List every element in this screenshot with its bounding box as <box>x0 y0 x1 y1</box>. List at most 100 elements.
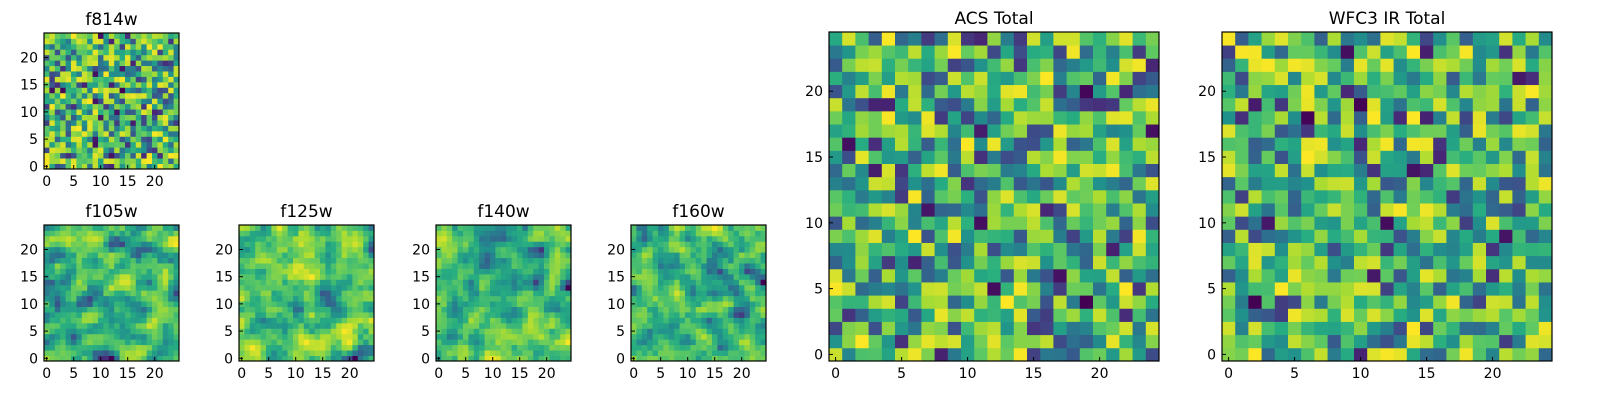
heatmap-cell <box>108 295 115 302</box>
heatmap-cell <box>1486 334 1500 349</box>
heatmap-cell <box>152 65 158 72</box>
heatmap-cell <box>325 225 332 231</box>
heatmap-cell <box>76 109 83 115</box>
heatmap-cell <box>755 284 761 291</box>
heatmap-cell <box>152 279 158 286</box>
heatmap-cell <box>1053 176 1067 191</box>
heatmap-cell <box>544 257 550 264</box>
heatmap-cell <box>881 97 896 112</box>
heatmap-cell <box>446 328 453 335</box>
heatmap-cell <box>484 252 491 259</box>
heatmap-cell <box>125 295 131 302</box>
panel-f125w: f125w 0 5 10 15 20 0 5 10 15 20 <box>215 202 375 382</box>
heatmap-cell <box>49 225 56 231</box>
heatmap-cell <box>842 71 856 86</box>
heatmap-cell <box>829 189 843 204</box>
heatmap-cell <box>668 263 675 269</box>
heatmap-cell <box>119 241 126 248</box>
heatmap-cell <box>739 279 745 286</box>
heatmap-cell <box>1222 308 1236 322</box>
heatmap-cell <box>674 279 680 286</box>
heatmap-cell <box>457 268 464 275</box>
heatmap-cell <box>760 284 767 291</box>
heatmap-cell <box>668 257 675 264</box>
heatmap-cell <box>125 344 131 351</box>
heatmap-cell <box>1145 189 1160 204</box>
heatmap-cell <box>125 33 131 39</box>
heatmap-cell <box>309 339 315 346</box>
heatmap-cell <box>135 317 142 324</box>
heatmap-cell <box>446 312 453 318</box>
heatmap-cell <box>65 76 72 83</box>
heatmap-cell <box>98 54 104 61</box>
heatmap-cell <box>652 350 659 356</box>
heatmap-cell <box>446 235 453 242</box>
heatmap-cell <box>87 317 93 324</box>
x-tick-label: 20 <box>341 366 359 382</box>
heatmap-cell <box>855 255 869 270</box>
heatmap-cell <box>636 328 643 335</box>
heatmap-cell <box>658 225 664 231</box>
heatmap-cell <box>560 333 566 340</box>
heatmap-cell <box>658 279 664 286</box>
heatmap-cell <box>760 328 767 335</box>
heatmap-cell <box>522 268 529 275</box>
heatmap-cell <box>722 344 729 351</box>
heatmap-cell <box>76 279 83 286</box>
heatmap-cell <box>287 290 294 297</box>
heatmap-cell <box>685 257 691 264</box>
heatmap-cell <box>1248 150 1262 164</box>
heatmap-cell <box>527 246 534 253</box>
heatmap-cell <box>500 339 507 346</box>
heatmap-cell <box>87 65 93 72</box>
heatmap-cell <box>517 306 523 313</box>
heatmap-cell <box>1040 242 1054 257</box>
heatmap-cell <box>157 54 164 61</box>
heatmap-cell <box>1367 295 1381 309</box>
heatmap-cell <box>330 268 337 275</box>
heatmap-cell <box>690 241 697 248</box>
heatmap-cell <box>1499 124 1513 138</box>
heatmap-cell <box>65 33 72 39</box>
heatmap-cell <box>1525 32 1540 46</box>
heatmap-cell <box>141 322 147 329</box>
heatmap-cell <box>495 317 502 324</box>
heatmap-cell <box>92 81 99 88</box>
heatmap-cell <box>81 225 88 231</box>
heatmap-cell <box>1132 137 1147 151</box>
heatmap-cell <box>511 279 518 286</box>
heatmap-cell <box>1433 84 1447 99</box>
heatmap-cell <box>1499 150 1513 164</box>
heatmap-cell <box>81 152 88 159</box>
heatmap-cell <box>631 257 637 264</box>
heatmap-cell <box>1093 255 1107 270</box>
heatmap-cell <box>868 163 883 178</box>
heatmap-cell <box>54 241 61 248</box>
heatmap-cell <box>511 344 518 351</box>
heatmap-cell <box>49 322 56 329</box>
heatmap-cell <box>1393 347 1408 362</box>
heatmap-cell <box>368 333 375 340</box>
heatmap-cell <box>141 147 147 154</box>
heatmap-cell <box>868 97 883 112</box>
heatmap-cell <box>352 350 359 356</box>
heatmap-cell <box>336 322 342 329</box>
heatmap-cell <box>141 328 147 335</box>
heatmap-cell <box>1119 71 1133 86</box>
heatmap-cell <box>135 284 142 291</box>
heatmap-cell <box>320 225 326 231</box>
heatmap-cell <box>457 235 464 242</box>
heatmap-cell <box>658 344 664 351</box>
heatmap-cell <box>1000 229 1015 243</box>
heatmap-cell <box>347 257 353 264</box>
heatmap-cell <box>652 322 659 329</box>
heatmap-cell <box>271 235 278 242</box>
heatmap-cell <box>1393 163 1408 178</box>
heatmap-cell <box>119 268 126 275</box>
heatmap-cell <box>146 152 153 159</box>
heatmap-cell <box>1472 295 1487 309</box>
heatmap-cell <box>357 268 364 275</box>
heatmap-cell <box>1079 110 1094 125</box>
heatmap-cell <box>320 344 326 351</box>
heatmap-cell <box>282 301 288 307</box>
